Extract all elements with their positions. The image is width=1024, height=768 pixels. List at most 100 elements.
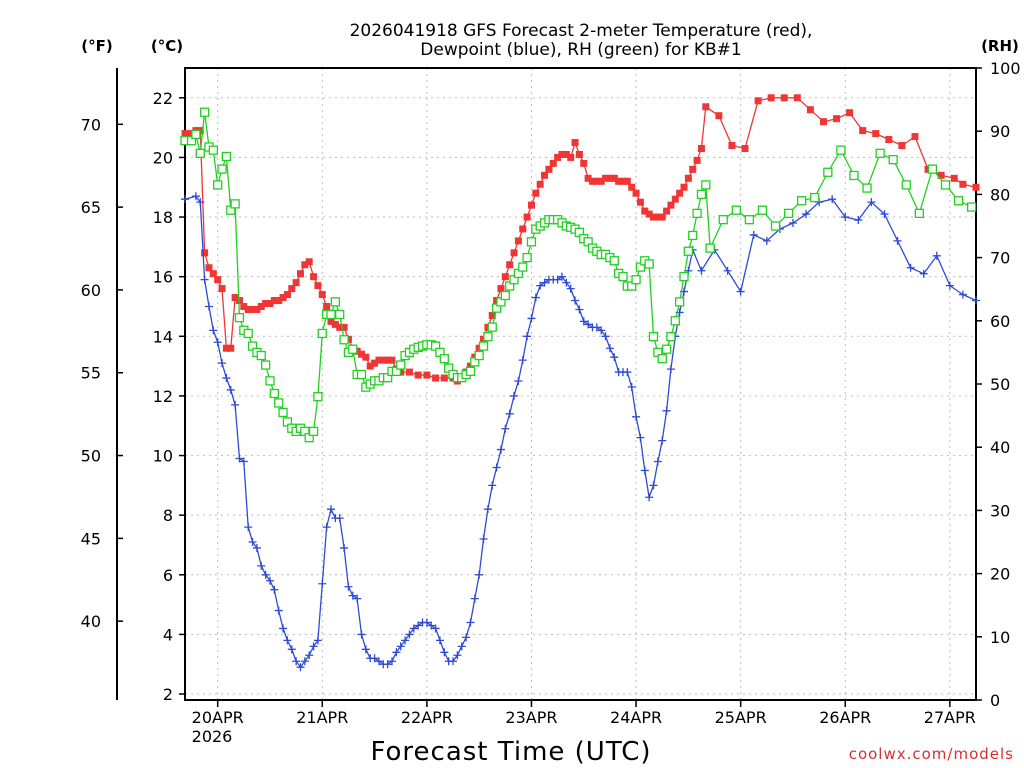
- dewpoint-point: [553, 275, 562, 284]
- temperature-point: [331, 320, 339, 328]
- rh-point: [278, 407, 288, 418]
- dewpoint-point: [466, 618, 475, 627]
- temperature-point: [649, 213, 657, 221]
- temperature-point: [270, 297, 278, 305]
- dewpoint-point: [645, 493, 654, 502]
- rh-tick-label: 30: [990, 501, 1010, 520]
- temperature-point: [950, 174, 958, 182]
- rh-point: [195, 148, 205, 158]
- rh-tick-label: 80: [990, 185, 1010, 204]
- series-dewpoint: [181, 192, 980, 672]
- temperature-point: [597, 177, 605, 185]
- dewpoint-point: [632, 412, 641, 421]
- temperature-point: [488, 311, 496, 319]
- dewpoint-point: [300, 657, 309, 666]
- rh-point: [731, 205, 741, 215]
- dewpoint-point: [945, 281, 954, 290]
- temperature-point: [645, 210, 653, 218]
- temperature-point: [227, 344, 235, 352]
- dewpoint-point: [627, 382, 636, 391]
- dewpoint-point: [392, 648, 401, 657]
- rh-point: [770, 221, 781, 231]
- dewpoint-point: [666, 365, 675, 374]
- dewpoint-point: [344, 582, 353, 591]
- dewpoint-point: [431, 624, 440, 633]
- temperature-point: [501, 273, 509, 281]
- rh-point: [701, 180, 711, 190]
- dewpoint-point: [501, 424, 510, 433]
- dewpoint-line: [184, 195, 977, 669]
- dewpoint-point: [566, 284, 575, 293]
- rh-tick-label: 90: [990, 122, 1010, 141]
- time-tick-label: 22APR: [401, 708, 453, 727]
- dewpoint-point: [287, 645, 296, 654]
- dewpoint-point: [802, 210, 811, 219]
- dewpoint-point: [265, 576, 274, 585]
- temperature-point: [972, 183, 980, 191]
- x-axis-title: Forecast Time (UTC): [370, 737, 651, 767]
- dewpoint-point: [283, 636, 292, 645]
- temperature-point: [602, 174, 610, 182]
- rh-point: [696, 189, 707, 200]
- dewpoint-point: [383, 660, 392, 669]
- temperature-point: [819, 118, 827, 126]
- dewpoint-point: [435, 636, 444, 645]
- celsius-tick-label: 6: [163, 566, 173, 585]
- rh-point: [849, 170, 859, 181]
- temperature-point: [405, 368, 413, 376]
- celsius-tick-label: 18: [153, 208, 173, 227]
- celsius-axis-unit: (°C): [151, 37, 183, 55]
- dewpoint-point: [536, 281, 545, 290]
- rh-point: [330, 297, 341, 307]
- rh-tick-label: 50: [990, 375, 1010, 394]
- dewpoint-point: [496, 445, 505, 454]
- rh-point: [243, 328, 253, 339]
- dewpoint-point: [906, 263, 915, 272]
- celsius-tick-label: 2: [163, 685, 173, 704]
- rh-point: [518, 262, 528, 272]
- temperature-point: [580, 159, 588, 167]
- dewpoint-point: [470, 594, 479, 603]
- temperature-point: [201, 249, 209, 257]
- dewpoint-point: [462, 633, 471, 642]
- rh-point: [465, 366, 476, 377]
- dewpoint-point: [427, 621, 436, 630]
- rh-axis-unit: (RH): [981, 37, 1019, 55]
- temperature-point: [181, 130, 189, 138]
- temperature-point: [567, 153, 575, 161]
- temperature-point: [715, 112, 723, 120]
- temperature-point: [697, 144, 705, 152]
- time-axis: 20APR 21APR 22APR 23APR 24APR 25APR 26APR 27APR: [192, 700, 976, 727]
- dewpoint-point: [449, 657, 458, 666]
- dewpoint-point: [893, 236, 902, 245]
- temperature-point: [780, 94, 788, 102]
- rh-point: [810, 192, 820, 203]
- rh-point: [500, 290, 510, 301]
- temperature-point: [379, 356, 387, 364]
- temperature-point: [767, 94, 775, 102]
- fahrenheit-tick-label: 60: [81, 281, 101, 300]
- dewpoint-point: [475, 570, 484, 579]
- rh-point: [644, 259, 654, 269]
- temperature-point: [279, 294, 287, 302]
- temperature-point: [257, 302, 265, 310]
- temperature-point: [314, 282, 322, 290]
- dewpoint-point: [348, 591, 357, 600]
- temperature-point: [275, 297, 283, 305]
- dewpoint-point: [196, 198, 205, 207]
- celsius-tick-label: 22: [153, 89, 173, 108]
- temperature-point: [610, 174, 618, 182]
- temperature-point: [911, 133, 919, 141]
- temperature-point: [628, 183, 636, 191]
- rh-axis: 0 10 20 30 40 50 60 70 80 90 100: [976, 59, 1021, 710]
- dewpoint-point: [854, 216, 863, 225]
- celsius-tick-label: 4: [163, 625, 173, 644]
- rh-point: [875, 148, 885, 158]
- dewpoint-point: [972, 296, 980, 305]
- temperature-point: [218, 285, 226, 293]
- rh-point: [888, 154, 898, 165]
- rh-point: [326, 309, 336, 320]
- temperature-point: [318, 291, 326, 299]
- temperature-point: [663, 207, 671, 215]
